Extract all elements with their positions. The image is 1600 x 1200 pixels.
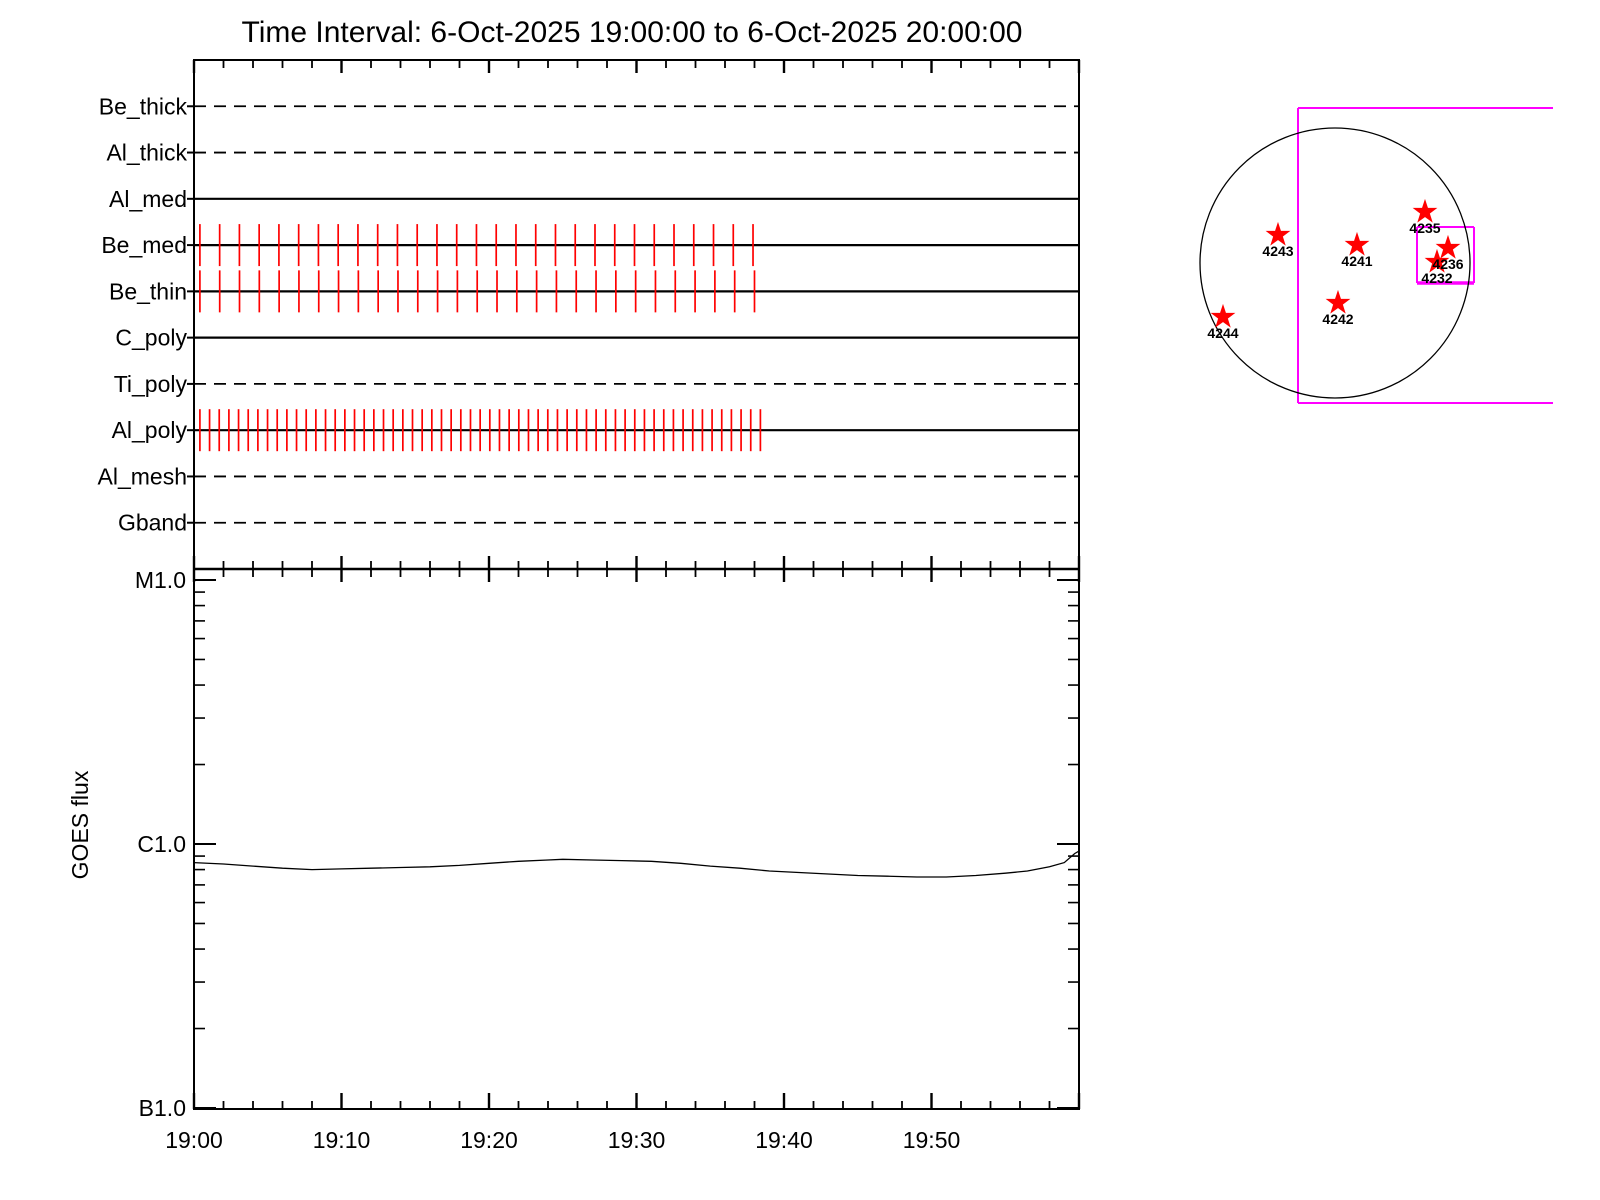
active-region-star: [1435, 234, 1461, 259]
filter-row-label: Al_mesh: [98, 463, 187, 489]
plot-title: Time Interval: 6-Oct-2025 19:00:00 to 6-…: [242, 16, 1023, 49]
active-region-label: 4235: [1409, 220, 1440, 236]
filter-row-label: Be_med: [101, 232, 187, 258]
active-region-star: [1424, 248, 1450, 273]
filter-timeline-panel: Be_thick Al_thick Al_med Be_med Be_thin C_pol…: [98, 59, 1081, 582]
goes-panel-frame: [193, 568, 1080, 1110]
filter-row-label: Ti_poly: [114, 371, 188, 397]
y-tick-label: B1.0: [139, 1095, 186, 1121]
y-tick-label: M1.0: [135, 567, 186, 593]
filter-row-label: Be_thick: [99, 93, 188, 119]
goes-flux-panel: M1.0 C1.0 B1.0 19:00 19:10 19:20 19:30 19:40 19:…: [67, 567, 1081, 1153]
active-region-star: [1412, 198, 1438, 223]
active-region-label: 4232: [1421, 270, 1452, 286]
active-region-label: 4241: [1341, 253, 1372, 269]
x-tick-label: 19:10: [313, 1127, 371, 1153]
active-region-label: 4236: [1432, 256, 1463, 272]
active-region-star: [1210, 303, 1236, 328]
filter-row-label: C_poly: [115, 325, 187, 351]
x-tick-label: 19:00: [165, 1127, 223, 1153]
filter-row-label: Be_thin: [109, 278, 187, 304]
goes-flux-axis-label: GOES flux: [67, 770, 93, 879]
goes-flux-curve: [193, 850, 1080, 878]
active-region-star: [1325, 289, 1351, 314]
filter-row-label: Al_med: [109, 186, 187, 212]
x-tick-label: 19:30: [608, 1127, 666, 1153]
filter-panel-frame: [193, 59, 1080, 570]
x-tick-label: 19:20: [460, 1127, 518, 1153]
x-tick-label: 19:50: [903, 1127, 961, 1153]
x-tick-label: 19:40: [755, 1127, 813, 1153]
active-region-label: 4243: [1262, 243, 1293, 259]
solar-disk-limb: [1199, 127, 1471, 399]
active-region-star: [1344, 231, 1370, 256]
active-region-label: 4242: [1322, 311, 1353, 327]
y-tick-label: C1.0: [137, 831, 186, 857]
filter-row-label: Gband: [118, 510, 187, 536]
filter-row-label: Al_thick: [106, 140, 187, 166]
filter-row-label: Al_poly: [112, 417, 188, 443]
active-region-label: 4244: [1207, 325, 1238, 341]
active-region-star: [1265, 221, 1291, 246]
